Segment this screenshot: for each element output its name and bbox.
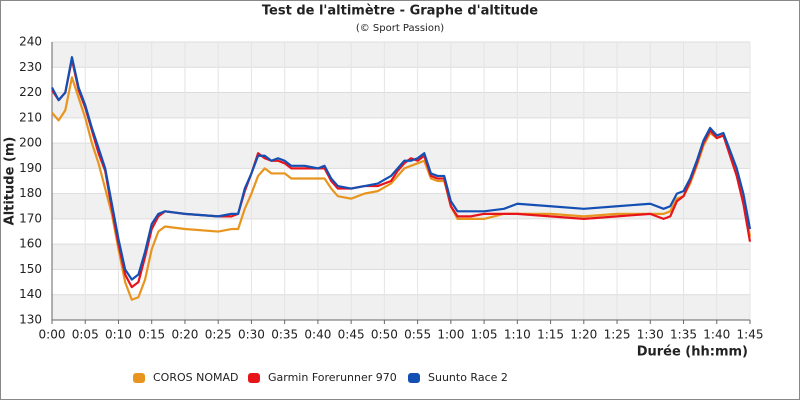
x-tick-label: 1:30 [637,328,664,342]
grid-band [52,92,750,118]
legend-marker [248,373,260,383]
legend-marker [408,373,420,383]
x-tick-label: 0:45 [338,328,365,342]
x-tick-label: 0:40 [304,328,331,342]
legend-label: Suunto Race 2 [428,371,508,384]
x-tick-label: 0:00 [39,328,66,342]
x-tick-label: 0:55 [404,328,431,342]
x-tick-label: 1:05 [471,328,498,342]
x-tick-label: 0:10 [105,328,132,342]
legend-label: COROS NOMAD [153,371,239,384]
y-axis-label: Altitude (m) [3,137,18,226]
x-tick-label: 0:30 [238,328,265,342]
x-tick-label: 0:05 [72,328,99,342]
x-tick-label: 1:45 [737,328,764,342]
grid-band [52,244,750,270]
y-tick-label: 170 [19,211,42,225]
y-tick-label: 140 [19,287,42,301]
y-tick-label: 200 [19,136,42,150]
x-tick-label: 0:20 [171,328,198,342]
y-tick-label: 160 [19,237,42,251]
series-line [51,76,752,301]
chart-subtitle: (© Sport Passion) [356,23,444,34]
chart-title: Test de l'altimètre - Graphe d'altitude [262,4,538,19]
y-tick-label: 150 [19,262,42,276]
series-line [51,56,752,281]
x-tick-label: 1:25 [604,328,631,342]
y-tick-label: 190 [19,161,42,175]
x-tick-label: 1:00 [437,328,464,342]
x-tick-label: 1:20 [570,328,597,342]
x-tick-label: 1:10 [504,328,531,342]
grid-band [52,294,750,320]
y-tick-label: 130 [19,313,42,327]
y-tick-label: 210 [19,110,42,124]
y-tick-label: 180 [19,186,42,200]
legend-label: Garmin Forerunner 970 [268,371,397,384]
x-axis-label: Durée (hh:mm) [637,345,748,360]
y-tick-label: 230 [19,60,42,74]
x-tick-label: 0:50 [371,328,398,342]
x-tick-label: 1:15 [537,328,564,342]
y-tick-label: 240 [19,35,42,49]
x-tick-label: 1:40 [703,328,730,342]
legend-marker [133,373,145,383]
y-tick-label: 220 [19,85,42,99]
grid-band [52,42,750,68]
x-tick-label: 0:15 [138,328,165,342]
x-tick-label: 1:35 [670,328,697,342]
x-tick-label: 0:35 [271,328,298,342]
x-tick-label: 0:25 [205,328,232,342]
